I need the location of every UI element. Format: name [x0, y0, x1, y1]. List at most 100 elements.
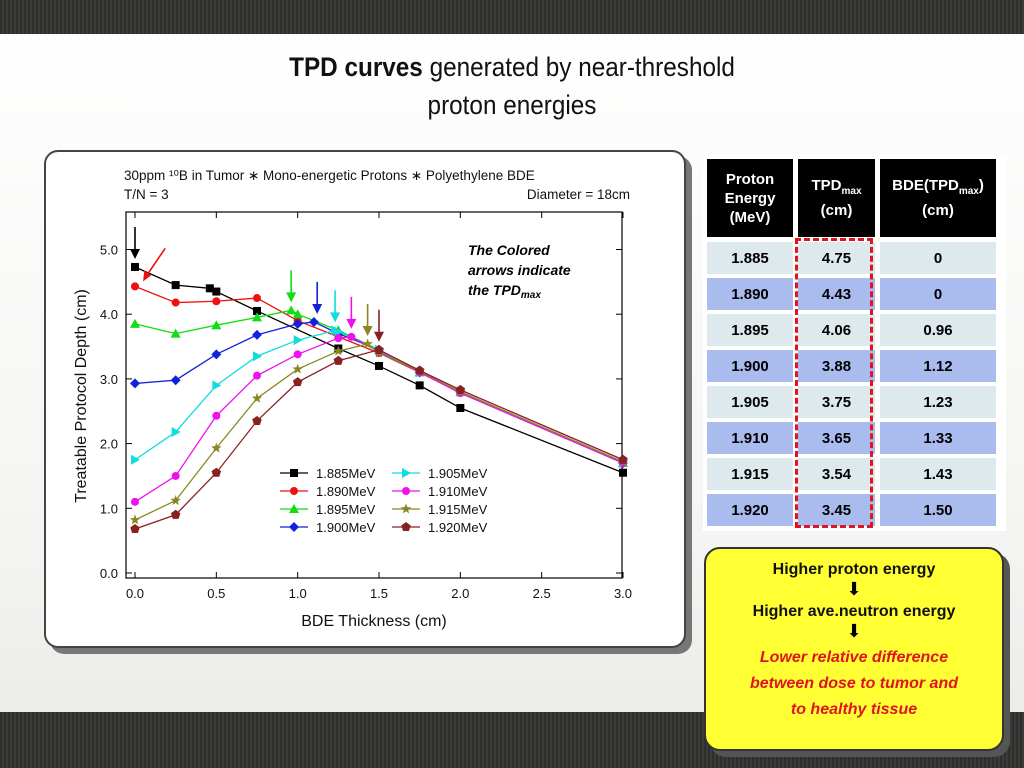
callout-line1: Higher proton energy [772, 561, 936, 578]
data-point [414, 365, 425, 375]
data-point [170, 328, 181, 338]
legend-entry: 1.915MeV [392, 502, 488, 517]
y-tick-label: 3.0 [100, 372, 118, 387]
table-cell: 1.895 [707, 314, 793, 346]
legend-label: 1.900MeV [316, 520, 376, 535]
data-point [212, 380, 222, 391]
chart-header-line2-right: Diameter = 18cm [527, 187, 630, 202]
arrow-head [330, 312, 341, 323]
data-point [333, 355, 344, 365]
legend-entry: 1.900MeV [280, 520, 376, 535]
chart-panel: 30ppm ¹⁰B in Tumor ∗ Mono-energetic Prot… [44, 150, 686, 648]
title-line2: proton energies [427, 90, 597, 120]
series-line [134, 321, 624, 464]
x-tick-label: 0.0 [126, 586, 144, 601]
x-tick-label: 0.5 [207, 586, 225, 601]
arrow-head [286, 292, 297, 303]
data-point [619, 468, 627, 477]
data-point [205, 284, 214, 293]
tpd-max-arrow-icon [330, 290, 341, 323]
chart-header-line1: 30ppm ¹⁰B in Tumor ∗ Mono-energetic Prot… [124, 168, 535, 183]
table-cell: 3.88 [798, 350, 875, 382]
arrow-head [143, 270, 152, 282]
legend-label: 1.915MeV [428, 502, 488, 517]
arrow-shaft [145, 247, 166, 277]
data-point [211, 349, 222, 360]
table-cell: 1.905 [707, 386, 793, 418]
table-cell: 1.885 [707, 242, 793, 274]
arrow-head [130, 248, 140, 259]
legend-label: 1.910MeV [428, 484, 488, 499]
data-point [131, 454, 140, 465]
table-cell: 0 [880, 278, 996, 310]
table-cell: 4.75 [798, 242, 875, 274]
legend-marker [290, 469, 298, 477]
data-point [292, 363, 303, 374]
plot-area [125, 211, 623, 579]
down-arrow-icon: ⬇ [846, 621, 862, 641]
data-point [170, 509, 181, 519]
table-cell: 3.65 [798, 422, 875, 454]
data-point [455, 384, 466, 394]
legend-entry: 1.920MeV [392, 520, 488, 535]
legend-marker [290, 487, 298, 495]
data-point [171, 298, 180, 307]
data-point [129, 514, 141, 525]
data-point [253, 371, 261, 380]
data-point [171, 281, 180, 290]
tpd-max-arrow-icon [374, 309, 384, 342]
arrow-head [374, 331, 384, 342]
slide-title: TPD curves generated by near-threshold p… [51, 48, 973, 124]
table-header: BDE(TPDmax) (cm) [880, 159, 996, 237]
data-point [130, 378, 140, 389]
legend-marker [402, 468, 411, 478]
conclusion-callout: Higher proton energy ⬇ Higher ave.neutro… [704, 547, 1004, 751]
data-point [334, 334, 343, 343]
table-cell: 1.50 [880, 494, 996, 526]
x-axis-label: BDE Thickness (cm) [301, 613, 447, 630]
table-header: TPDmax (cm) [798, 159, 875, 237]
x-tick-label: 2.5 [533, 586, 551, 601]
x-tick-label: 3.0 [614, 586, 632, 601]
tpd-table: Proton Energy (MeV) TPDmax (cm) BDE(TPDmax) (c… [703, 155, 1006, 531]
tpd-max-arrow-icon [312, 281, 323, 314]
x-tick-label: 1.5 [370, 586, 388, 601]
x-tick-label: 2.0 [451, 586, 469, 601]
data-point [252, 329, 262, 340]
data-point [292, 309, 303, 319]
table-cell: 3.54 [798, 458, 875, 490]
table-cell: 1.915 [707, 458, 793, 490]
data-point [347, 332, 356, 341]
series-line [134, 336, 624, 503]
data-point [252, 415, 262, 426]
data-point [131, 497, 139, 506]
data-point [131, 262, 139, 271]
legend-label: 1.905MeV [428, 466, 488, 481]
data-point [253, 294, 261, 303]
data-point [171, 426, 181, 437]
tpd-max-arrow-icon [286, 270, 297, 303]
data-point [212, 411, 221, 420]
table-cell: 4.06 [798, 314, 875, 346]
data-point [170, 495, 181, 505]
arrow-head [362, 325, 373, 336]
y-tick-label: 0.0 [100, 566, 118, 581]
data-point [293, 335, 303, 346]
data-point [253, 351, 262, 362]
data-point [130, 524, 140, 534]
legend-entry: 1.905MeV [392, 466, 488, 481]
data-point [333, 345, 344, 356]
table-cell: 0 [880, 242, 996, 274]
tpd-chart: 30ppm ¹⁰B in Tumor ∗ Mono-energetic Prot… [73, 168, 632, 630]
legend-marker [402, 487, 410, 495]
y-tick-label: 1.0 [100, 501, 118, 516]
data-point [374, 344, 384, 354]
legend-label: 1.885MeV [316, 466, 376, 481]
legend-entry: 1.910MeV [392, 484, 488, 499]
series-1.920MeV [130, 344, 628, 534]
down-arrow-icon: ⬇ [846, 579, 862, 599]
series-line [134, 349, 624, 530]
arrow-head [312, 303, 323, 314]
data-point [211, 467, 222, 477]
title-bold: TPD curves [289, 52, 423, 82]
